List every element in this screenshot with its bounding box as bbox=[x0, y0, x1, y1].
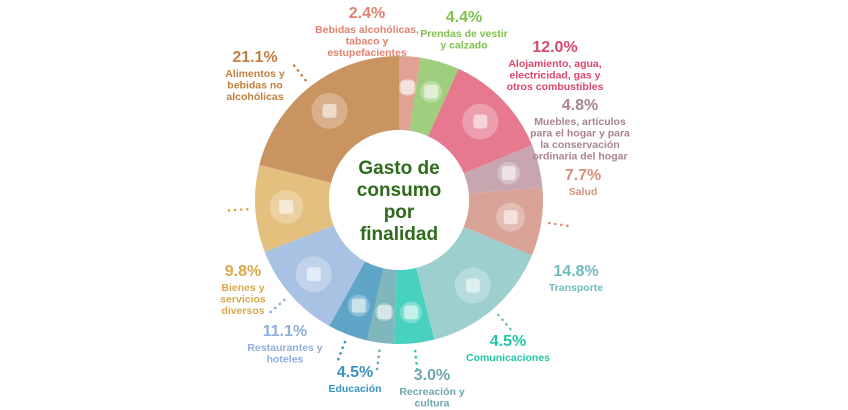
percent-label: 4.4% bbox=[446, 9, 482, 26]
leader-lines bbox=[224, 61, 573, 375]
percent-label: 7.7% bbox=[565, 167, 601, 184]
slice-labels: 2.4% Bebidas alcohólicas,tabaco yestupefa… bbox=[220, 5, 630, 410]
category-label: cultura bbox=[414, 398, 449, 410]
slice-bienes-y-servicios-diversos bbox=[254, 164, 334, 252]
percent-label: 2.4% bbox=[349, 5, 385, 22]
stethoscope-icon bbox=[496, 202, 526, 232]
smartphone-icon bbox=[400, 301, 422, 324]
category-label: Alimentos y bbox=[225, 68, 285, 80]
category-label: Bebidas alcohólicas, bbox=[315, 24, 419, 36]
category-label: alcohólicas bbox=[226, 91, 283, 103]
category-label: Prendas de vestir bbox=[420, 28, 508, 40]
bus-icon bbox=[454, 267, 491, 304]
high-heel-shoe-icon bbox=[420, 80, 443, 103]
category-label: estupefacientes bbox=[327, 47, 407, 59]
leader-dots bbox=[547, 221, 573, 228]
category-label: Transporte bbox=[549, 282, 603, 294]
percent-label: 3.0% bbox=[414, 367, 450, 384]
leader-dots bbox=[224, 207, 249, 212]
shopping-cart-icon bbox=[311, 92, 348, 129]
leader-dots bbox=[290, 61, 307, 82]
leader-dots bbox=[497, 313, 515, 333]
category-label: otros combustibles bbox=[507, 81, 604, 93]
title-line: por bbox=[384, 202, 415, 223]
category-label: Educación bbox=[328, 383, 381, 395]
title-line: Gasto de bbox=[358, 158, 439, 179]
category-label: Alojamiento, agua, bbox=[508, 58, 601, 70]
label-comunicaciones: 4.5% Comunicaciones bbox=[466, 333, 550, 364]
percent-label: 4.8% bbox=[562, 97, 598, 114]
leader-dots bbox=[335, 340, 347, 364]
label-educacion: 4.5% Educación bbox=[328, 364, 381, 395]
percent-label: 4.5% bbox=[337, 364, 373, 381]
percent-label: 11.1% bbox=[263, 323, 307, 340]
category-label: y calzado bbox=[440, 40, 487, 52]
percent-label: 14.8% bbox=[553, 263, 598, 280]
category-label: Comunicaciones bbox=[466, 352, 550, 364]
liquor-bottle-icon bbox=[398, 78, 417, 96]
category-label: la conservación bbox=[540, 139, 619, 151]
category-label: Restaurantes y bbox=[247, 342, 322, 354]
title-line: consumo bbox=[357, 180, 441, 201]
category-label: ordinaria del hogar bbox=[532, 151, 627, 163]
shopping-bag-icon bbox=[269, 190, 303, 224]
category-label: bebidas no bbox=[227, 80, 282, 92]
restaurant-building-icon bbox=[295, 256, 332, 293]
basketball-icon bbox=[375, 302, 394, 322]
leader-dots bbox=[375, 349, 381, 374]
slice-icons bbox=[269, 78, 526, 324]
category-label: Salud bbox=[569, 186, 598, 198]
percent-label: 9.8% bbox=[225, 263, 261, 280]
sofa-icon bbox=[497, 161, 521, 185]
slice-alimentos-y-bebidas-no-alcoholicas bbox=[259, 55, 399, 183]
label-salud: 7.7% Salud bbox=[565, 167, 601, 198]
category-label: electricidad, gas y bbox=[509, 70, 600, 82]
category-label: diversos bbox=[221, 305, 264, 317]
label-transporte: 14.8% Transporte bbox=[549, 263, 603, 294]
category-label: hoteles bbox=[267, 354, 304, 366]
donut-hole bbox=[329, 130, 469, 270]
label-bebidas-alcoholicas-tabaco-y-estupefacientes: 2.4% Bebidas alcohólicas,tabaco yestupefa… bbox=[315, 5, 419, 59]
category-label: Bienes y bbox=[221, 282, 264, 294]
category-label: tabaco y bbox=[346, 36, 389, 48]
category-label: Muebles, artículos bbox=[534, 116, 626, 128]
donut-slices bbox=[254, 55, 543, 344]
percent-label: 21.1% bbox=[232, 49, 277, 66]
leader-dots bbox=[413, 349, 419, 375]
label-alojamiento-agua-electricidad-gas-y-otros-combustibles: 12.0% Alojamiento, agua,electricidad, gas… bbox=[507, 39, 604, 93]
category-label: para el hogar y para bbox=[530, 128, 630, 140]
category-label: servicios bbox=[220, 294, 266, 306]
apartment-building-icon bbox=[462, 103, 499, 140]
title-line: finalidad bbox=[360, 224, 438, 245]
percent-label: 4.5% bbox=[490, 333, 526, 350]
books-icon bbox=[347, 294, 370, 317]
percent-label: 12.0% bbox=[532, 39, 577, 56]
leader-dots bbox=[266, 298, 286, 316]
slice-salud bbox=[463, 187, 543, 256]
category-label: Recreación y bbox=[399, 386, 465, 398]
